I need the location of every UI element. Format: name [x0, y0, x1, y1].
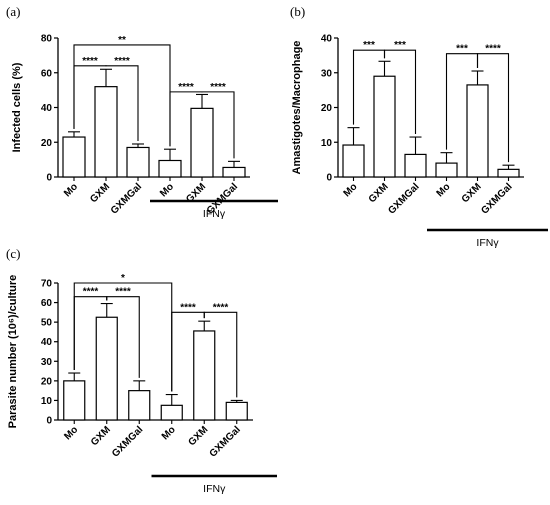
significance-bracket: [476, 53, 510, 163]
bar: [404, 153, 427, 178]
significance-label: ***: [363, 40, 375, 51]
y-tick-label: 30: [321, 68, 333, 79]
significance-bracket: [201, 91, 235, 159]
x-category-label: GXMGal: [109, 181, 144, 216]
bar: [193, 330, 216, 421]
bar: [190, 107, 214, 178]
panel-letter: (b): [290, 4, 305, 19]
significance-label: ****: [210, 82, 226, 93]
significance-bracket: [203, 311, 238, 398]
panel-letter: (c): [6, 246, 20, 261]
y-tick-label: 30: [41, 357, 53, 368]
y-tick-label: 60: [41, 68, 53, 79]
bar: [342, 144, 365, 178]
significance-label: ****: [83, 287, 99, 298]
y-tick-label: 0: [46, 173, 52, 184]
bar: [128, 390, 151, 421]
bar: [435, 162, 458, 178]
group-label: IFNγ: [203, 483, 226, 495]
x-category-label: GXM: [367, 181, 391, 205]
bar: [225, 401, 248, 421]
y-tick-label: 10: [321, 138, 333, 149]
y-axis-title: Parasite number (10⁶)/culture: [7, 275, 19, 429]
significance-label: ****: [114, 56, 130, 67]
x-category-label: Mo: [160, 424, 178, 442]
x-category-label: Mo: [342, 181, 360, 199]
bar: [126, 146, 150, 178]
panel-a: (a) Infected cells (%) 0 20 40 60 80 Mo GXMGXMGa…: [6, 4, 278, 220]
x-category-label: GXM: [89, 424, 113, 448]
x-category-label: Mo: [62, 181, 80, 199]
bar: [158, 159, 182, 178]
y-tick-label: 20: [41, 376, 53, 387]
bar: [63, 380, 86, 421]
x-category-label: GXM: [88, 181, 112, 205]
group-label: IFNγ: [203, 208, 226, 220]
bar: [62, 136, 86, 178]
y-axis-title: Infected cells (%): [11, 62, 23, 152]
x-category-label: GXMGal: [479, 181, 514, 216]
significance-label: ****: [485, 44, 501, 55]
significance-label: **: [118, 35, 126, 46]
significance-label: *: [121, 273, 125, 284]
y-tick-label: 0: [326, 173, 332, 184]
y-tick-label: 0: [46, 416, 52, 427]
x-category-label: GXMGal: [208, 424, 243, 459]
x-category-label: GXMGal: [386, 181, 421, 216]
bar: [160, 404, 183, 421]
y-tick-label: 80: [41, 34, 53, 45]
group-label: IFNγ: [476, 237, 499, 249]
bar: [94, 86, 118, 178]
significance-label: ****: [180, 302, 196, 313]
x-category-label: GXM: [186, 424, 210, 448]
y-tick-label: 40: [41, 103, 53, 114]
y-tick-label: 70: [41, 279, 53, 290]
significance-label: ***: [394, 40, 406, 51]
significance-bracket: [105, 65, 139, 141]
bar: [373, 75, 396, 178]
x-category-label: Mo: [158, 181, 176, 199]
y-tick-label: 20: [321, 103, 333, 114]
y-tick-label: 60: [41, 298, 53, 309]
significance-label: ***: [456, 44, 468, 55]
y-tick-label: 20: [41, 138, 53, 149]
bar: [222, 166, 246, 178]
y-tick-label: 10: [41, 396, 53, 407]
x-category-label: GXM: [460, 181, 484, 205]
significance-bracket: [73, 282, 173, 392]
y-axis-title: Amastigotes/Macrophage: [291, 41, 303, 175]
panel-c: (c) Parasite number (10⁶)/culture 0 10 20 30 4…: [6, 246, 277, 495]
y-tick-label: 40: [41, 337, 53, 348]
bar: [95, 316, 118, 421]
significance-bracket: [383, 49, 417, 135]
significance-label: ****: [115, 287, 131, 298]
bar: [466, 84, 489, 178]
significance-label: ****: [213, 302, 229, 313]
y-tick-label: 50: [41, 318, 53, 329]
significance-label: ****: [178, 82, 194, 93]
significance-label: ****: [82, 56, 98, 67]
significance-bracket: [106, 296, 140, 378]
x-category-label: GXMGal: [110, 424, 145, 459]
panel-letter: (a): [6, 4, 20, 19]
x-category-label: Mo: [435, 181, 453, 199]
bar: [497, 168, 520, 178]
y-tick-label: 40: [321, 34, 333, 45]
x-category-label: Mo: [62, 424, 80, 442]
